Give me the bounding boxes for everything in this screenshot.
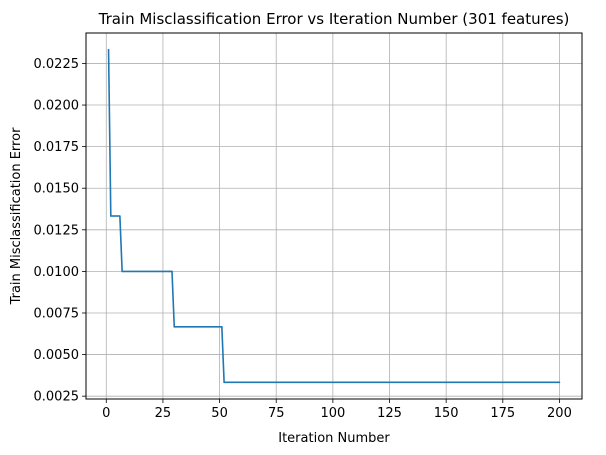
- data-point: [114, 215, 117, 217]
- data-point: [173, 326, 176, 328]
- y-tick-label: 0.0225: [34, 57, 80, 72]
- x-tick-label: 50: [211, 406, 228, 421]
- grid-lines: [86, 33, 582, 399]
- x-axis-label: Iteration Number: [278, 431, 390, 446]
- x-axis: 0 25 50 75 100 125 150 175 200: [102, 399, 572, 421]
- y-tick-label: 0.0025: [34, 390, 80, 405]
- x-tick-label: 150: [434, 406, 459, 421]
- y-tick-label: 0.0075: [34, 306, 80, 321]
- y-axis: 0.0025 0.0050 0.0075 0.0100 0.0125 0.0150 0.01…: [34, 57, 86, 405]
- y-tick-label: 0.0200: [34, 99, 80, 114]
- y-tick-label: 0.0175: [34, 140, 80, 155]
- data-point: [121, 270, 123, 273]
- data-point: [112, 215, 114, 217]
- y-tick-label: 0.0150: [34, 182, 80, 197]
- data-point: [223, 381, 225, 384]
- data-point: [116, 215, 119, 217]
- data-point: [225, 381, 228, 384]
- x-tick-label: 75: [268, 406, 285, 421]
- x-tick-label: 0: [102, 406, 110, 421]
- series-layer: [107, 48, 561, 384]
- x-tick-label: 200: [547, 406, 572, 421]
- chart-title: Train Misclassification Error vs Iterati…: [98, 10, 570, 28]
- x-tick-label: 100: [320, 406, 345, 421]
- data-point: [110, 215, 112, 217]
- x-tick-label: 125: [377, 406, 402, 421]
- data-point: [171, 270, 173, 273]
- y-tick-label: 0.0125: [34, 223, 80, 238]
- plot-frame: [85, 32, 583, 400]
- data-point: [168, 270, 171, 273]
- data-point: [558, 381, 561, 384]
- y-tick-label: 0.0050: [34, 348, 80, 363]
- y-tick-label: 0.0100: [34, 265, 80, 280]
- x-tick-label: 25: [155, 406, 172, 421]
- data-point: [107, 48, 110, 51]
- x-tick-label: 175: [490, 406, 515, 421]
- data-point: [221, 326, 223, 328]
- y-axis-label: Train Misclassification Error: [9, 127, 24, 305]
- data-point: [119, 215, 121, 217]
